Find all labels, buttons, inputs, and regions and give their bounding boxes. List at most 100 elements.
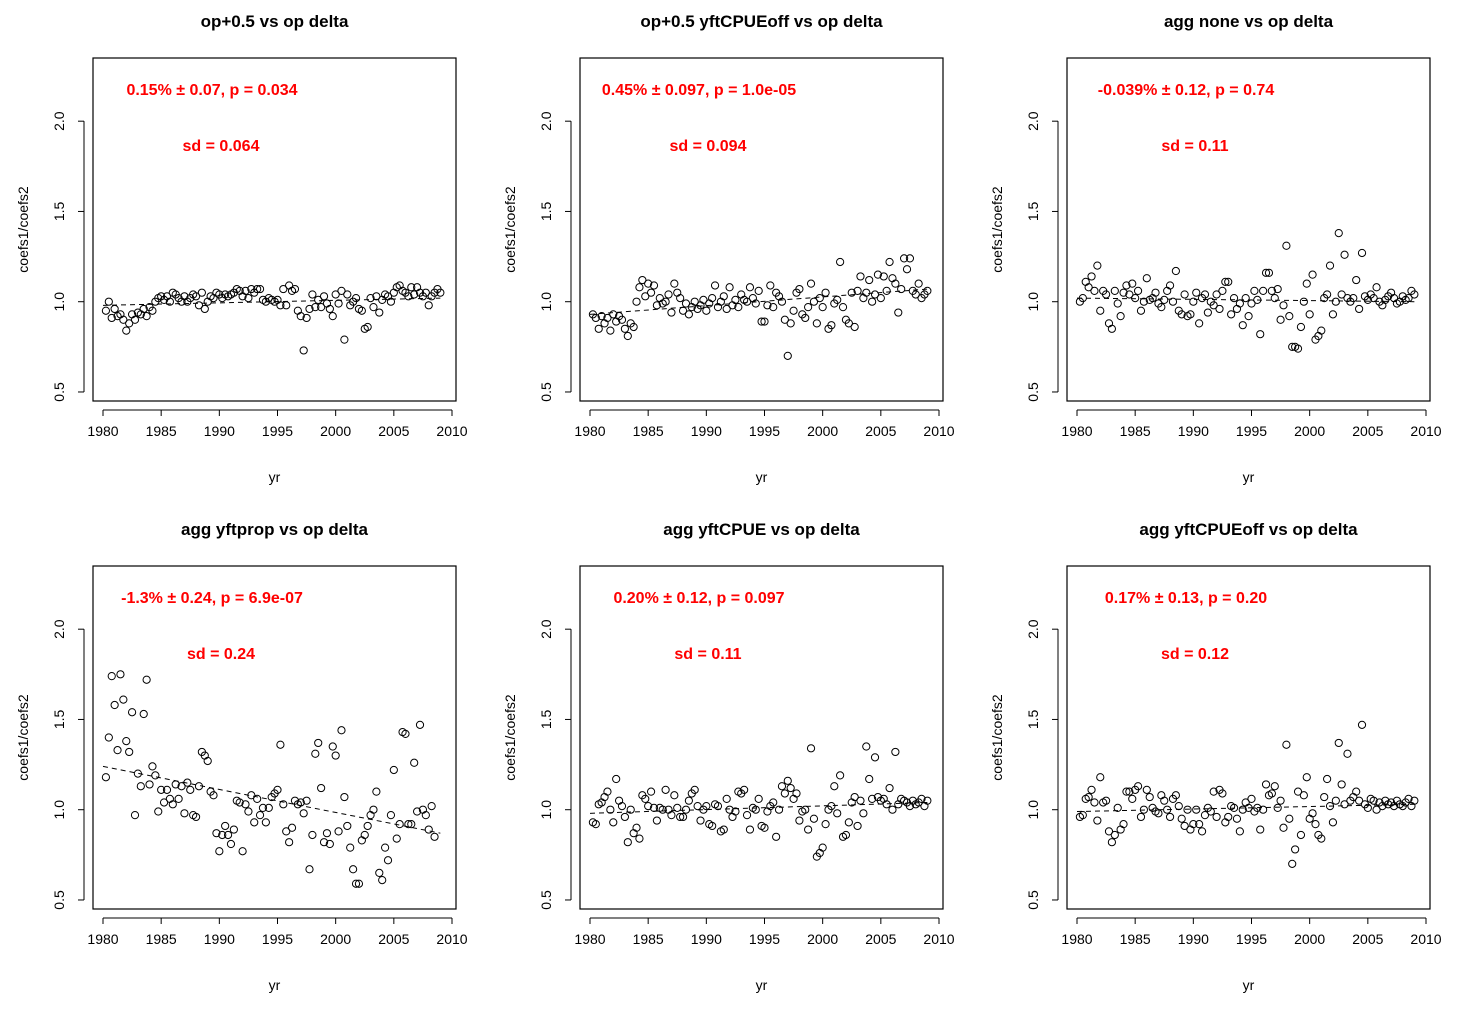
data-point <box>902 265 912 274</box>
data-point <box>305 865 314 874</box>
data-point <box>806 279 816 288</box>
data-point <box>381 843 390 852</box>
x-tick-label: 2005 <box>1352 423 1383 439</box>
chart-panel-2: op+0.5 yftCPUEoff vs op delta 1980 1985 199… <box>502 12 955 485</box>
data-point <box>632 823 641 832</box>
y-tick-label: 0.5 <box>51 890 67 910</box>
data-point <box>430 832 439 841</box>
data-point <box>777 297 787 306</box>
data-point <box>424 825 433 834</box>
x-tick-label: 1980 <box>1061 931 1092 947</box>
data-point <box>914 279 923 288</box>
y-tick-label: 1.5 <box>51 202 67 222</box>
data-point <box>154 807 163 816</box>
data-point <box>1349 294 1358 303</box>
chart-panel-6: agg yftCPUEoff vs op delta 1980 1985 1990 19… <box>989 520 1442 993</box>
data-point <box>745 283 755 292</box>
data-point <box>1238 321 1247 330</box>
data-point <box>812 319 821 328</box>
data-point <box>369 303 378 312</box>
y-tick-label: 1.0 <box>538 800 554 820</box>
data-point <box>1369 294 1378 303</box>
data-point <box>322 299 332 308</box>
data-point <box>1189 820 1198 829</box>
data-point <box>1264 268 1274 277</box>
data-point <box>603 787 612 796</box>
data-point <box>1407 802 1416 811</box>
y-tick-label: 1.0 <box>51 292 67 312</box>
data-point <box>101 306 111 315</box>
data-point <box>780 315 789 324</box>
data-point <box>340 792 349 802</box>
data-point <box>708 821 717 831</box>
data-point <box>1165 281 1175 290</box>
data-point <box>261 818 270 827</box>
x-tick-label: 1990 <box>691 931 722 947</box>
data-point <box>200 304 209 314</box>
data-point <box>772 832 781 841</box>
data-point <box>888 274 897 283</box>
data-point <box>1197 827 1207 836</box>
data-point <box>1157 791 1166 800</box>
x-tick-label: 1995 <box>1236 931 1267 947</box>
data-point <box>194 782 204 791</box>
data-point <box>194 301 204 310</box>
data-point <box>591 820 600 829</box>
data-point <box>769 798 778 807</box>
data-point <box>1113 803 1122 813</box>
data-point <box>827 321 836 330</box>
data-point <box>1282 241 1291 250</box>
data-point <box>1410 796 1419 805</box>
data-point <box>690 785 699 794</box>
data-point <box>215 847 224 856</box>
data-point <box>346 843 355 852</box>
data-point <box>238 847 247 856</box>
data-point <box>357 836 366 845</box>
data-point <box>1325 802 1335 811</box>
y-tick-label: 1.5 <box>1025 202 1041 222</box>
data-point <box>920 802 929 811</box>
data-point <box>302 796 311 805</box>
data-point <box>1261 780 1271 789</box>
data-point <box>337 286 346 295</box>
data-point <box>101 773 111 782</box>
data-point <box>684 796 693 805</box>
data-point <box>641 292 650 301</box>
data-point <box>754 794 763 803</box>
data-point <box>821 820 830 829</box>
sd-annotation: sd = 0.24 <box>187 646 255 663</box>
data-point <box>1410 290 1419 299</box>
data-point <box>174 794 183 803</box>
data-point <box>1136 812 1146 822</box>
y-tick-label: 0.5 <box>51 382 67 402</box>
data-point <box>375 308 384 317</box>
x-tick-label: 2005 <box>1352 931 1383 947</box>
data-point <box>1340 250 1349 259</box>
data-point <box>1244 312 1253 321</box>
chart-panel-5: agg yftCPUE vs op delta 1980 1985 1990 1995 2… <box>502 520 955 993</box>
data-point <box>1299 297 1308 306</box>
x-axis-label: yr <box>269 469 281 485</box>
data-point <box>1308 270 1317 279</box>
y-tick-label: 2.0 <box>538 111 554 131</box>
chart-title: op+0.5 yftCPUEoff vs op delta <box>640 12 883 31</box>
data-point <box>1279 301 1288 310</box>
data-point <box>1195 820 1204 829</box>
data-point <box>801 313 810 323</box>
data-point <box>311 303 320 312</box>
data-point <box>859 809 868 818</box>
chart-title: agg yftCPUE vs op delta <box>663 520 860 539</box>
data-point <box>1093 816 1102 825</box>
data-point <box>142 312 151 321</box>
x-tick-label: 1985 <box>146 423 177 439</box>
data-point <box>818 303 827 312</box>
data-point <box>386 297 396 306</box>
data-point <box>905 254 915 263</box>
data-point <box>1270 294 1279 303</box>
data-point <box>191 292 201 301</box>
data-point <box>1107 838 1116 847</box>
data-point <box>1296 322 1306 332</box>
x-tick-label: 1980 <box>87 423 118 439</box>
x-tick-label: 1990 <box>204 931 235 947</box>
trend-line <box>102 765 441 834</box>
